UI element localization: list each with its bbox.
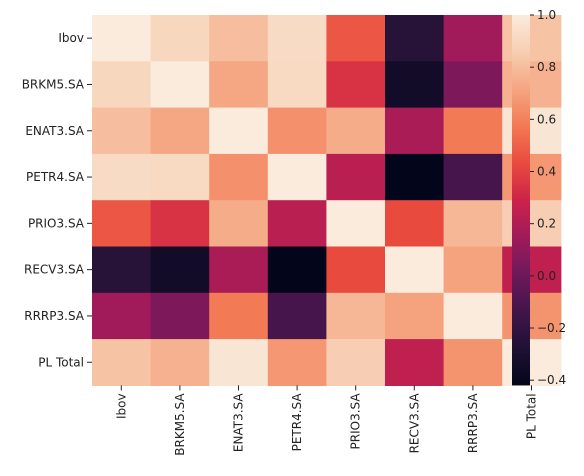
colorbar-tick-label: −0.4 [537, 373, 566, 387]
x-tick-label: PRIO3.SA [349, 393, 363, 450]
y-tick-label: PETR4.SA [26, 170, 85, 184]
heatmap-cell-r0-c4 [326, 15, 386, 62]
heatmap-cell-r0-c3 [267, 15, 327, 62]
heatmap-cell-r1-c4 [326, 61, 386, 109]
heatmap-cell-r1-c1 [150, 61, 210, 109]
x-tick-label: Ibov [114, 393, 128, 419]
y-tick-label: ENAT3.SA [25, 124, 84, 138]
heatmap-cell-r6-c6 [443, 292, 503, 340]
heatmap-cell-r4-c3 [267, 200, 327, 248]
heatmap-cell-r1-c5 [385, 61, 445, 109]
heatmap-cell-r5-c4 [326, 246, 386, 294]
heatmap-cell-r0-c6 [443, 15, 503, 62]
y-tick-label: Ibov [58, 31, 84, 45]
heatmap-cell-r6-c2 [209, 292, 269, 340]
y-tick-label: RECV3.SA [24, 263, 85, 277]
heatmap-cell-r2-c3 [267, 107, 327, 155]
heatmap-cell-r7-c0 [92, 339, 152, 386]
heatmap-cell-r2-c1 [150, 107, 210, 155]
heatmap-cell-r3-c1 [150, 153, 210, 201]
heatmap-cell-r5-c2 [209, 246, 269, 294]
heatmap-cell-r4-c0 [92, 200, 152, 248]
heatmap-cell-r4-c2 [209, 200, 269, 248]
heatmap-cell-r7-c2 [209, 339, 269, 386]
colorbar: 1.0 0.8 0.6 0.4 0.2 0.0 −0.2 −0.4 [512, 8, 566, 387]
colorbar-ticks: 1.0 0.8 0.6 0.4 0.2 0.0 −0.2 −0.4 [530, 8, 566, 387]
heatmap-cell-r7-c6 [443, 339, 503, 386]
heatmap-cell-r2-c4 [326, 107, 386, 155]
y-tick-labels: Ibov BRKM5.SA ENAT3.SA PETR4.SA PRIO3.SA RECV… [22, 31, 92, 369]
heatmap-cell-r5-c0 [92, 246, 152, 294]
colorbar-gradient [512, 15, 530, 386]
heatmap-cell-r3-c5 [385, 153, 445, 201]
colorbar-tick-label: −0.2 [537, 321, 566, 335]
x-tick-label: ENAT3.SA [232, 393, 246, 452]
heatmap-cell-r6-c3 [267, 292, 327, 340]
heatmap-cell-r5-c1 [150, 246, 210, 294]
heatmap-cell-r0-c5 [385, 15, 445, 62]
heatmap-cell-r3-c3 [267, 153, 327, 201]
heatmap-cell-r4-c1 [150, 200, 210, 248]
y-tick-label: PRIO3.SA [28, 216, 85, 230]
heatmap-cell-r0-c7 [502, 15, 562, 62]
colorbar-tick-label: 0.4 [537, 165, 556, 179]
heatmap-cell-r3-c0 [92, 153, 152, 201]
colorbar-tick-label: 0.8 [537, 60, 556, 74]
heatmap-cell-r4-c4 [326, 200, 386, 248]
heatmap-cells [92, 15, 562, 386]
heatmap-cell-r3-c4 [326, 153, 386, 201]
heatmap-cell-r6-c1 [150, 292, 210, 340]
heatmap-cell-r2-c0 [92, 107, 152, 155]
colorbar-tick-label: 0.0 [537, 269, 556, 283]
x-tick-label: BRKM5.SA [173, 393, 187, 456]
heatmap-cell-r2-c2 [209, 107, 269, 155]
heatmap-cell-r1-c6 [443, 61, 503, 109]
heatmap-cell-r0-c2 [209, 15, 269, 62]
heatmap-cell-r0-c1 [150, 15, 210, 62]
heatmap-cell-r3-c6 [443, 153, 503, 201]
heatmap-cell-r7-c1 [150, 339, 210, 386]
x-tick-label: PETR4.SA [290, 393, 304, 452]
heatmap-cell-r3-c2 [209, 153, 269, 201]
heatmap-cell-r2-c6 [443, 107, 503, 155]
heatmap-cell-r5-c3 [267, 246, 327, 294]
heatmap-cell-r1-c3 [267, 61, 327, 109]
heatmap-cell-r5-c5 [385, 246, 445, 294]
x-tick-labels: Ibov BRKM5.SA ENAT3.SA PETR4.SA PRIO3.SA RECV… [114, 385, 539, 456]
heatmap-cell-r7-c4 [326, 339, 386, 386]
heatmap-cell-r1-c0 [92, 61, 152, 109]
colorbar-tick-label: 0.2 [537, 217, 556, 231]
y-tick-label: PL Total [38, 355, 84, 369]
heatmap-cell-r7-c5 [385, 339, 445, 386]
heatmap-cell-r4-c6 [443, 200, 503, 248]
heatmap-cell-r4-c5 [385, 200, 445, 248]
heatmap-cell-r6-c4 [326, 292, 386, 340]
heatmap-cell-r5-c6 [443, 246, 503, 294]
x-tick-label: PL Total [525, 393, 539, 439]
heatmap-cell-r1-c2 [209, 61, 269, 109]
colorbar-tick-label: 0.6 [537, 112, 556, 126]
y-tick-label: RRRP3.SA [24, 309, 85, 323]
heatmap-cell-r7-c3 [267, 339, 327, 386]
heatmap-cell-r0-c0 [92, 15, 152, 62]
heatmap-cell-r6-c0 [92, 292, 152, 340]
heatmap-cell-r6-c5 [385, 292, 445, 340]
y-tick-label: BRKM5.SA [22, 77, 85, 91]
x-tick-label: RECV3.SA [407, 393, 421, 454]
x-tick-label: RRRP3.SA [466, 393, 480, 454]
heatmap-cell-r2-c5 [385, 107, 445, 155]
colorbar-tick-label: 1.0 [537, 8, 556, 22]
